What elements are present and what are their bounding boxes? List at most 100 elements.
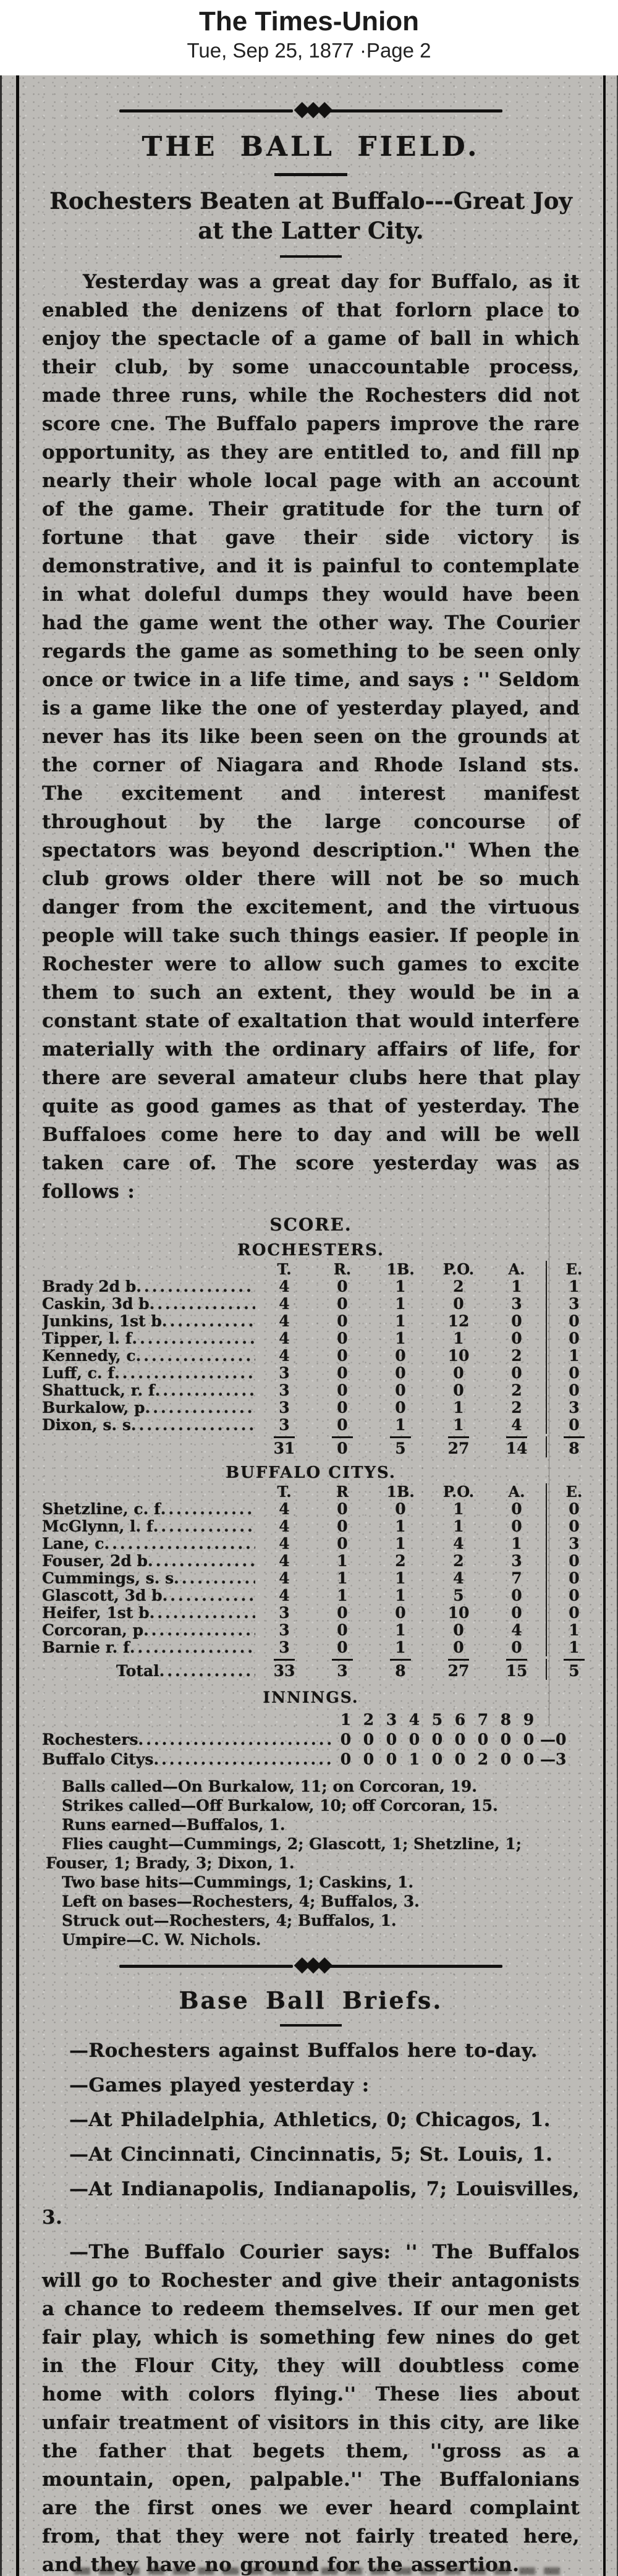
stat-1b: 0: [395, 1381, 406, 1399]
stat-1b: 1: [395, 1312, 406, 1330]
stat-a: 3: [511, 1552, 522, 1570]
stat-e: 0: [546, 1382, 601, 1399]
buffalo-totals-row: Total 33 3 8 27 15 5: [42, 1659, 585, 1680]
stat-1b: 1: [395, 1569, 406, 1587]
briefs-heading: Base Ball Briefs.: [179, 1986, 443, 2014]
stat-t: 3: [279, 1604, 290, 1622]
col-a: A.: [508, 1483, 525, 1501]
stat-a: 3: [511, 1295, 522, 1313]
total-1b: 8: [390, 1659, 411, 1680]
stat-e: 3: [546, 1399, 601, 1417]
stat-t: 3: [279, 1621, 290, 1639]
total-a: 14: [506, 1436, 528, 1457]
stat-t: 4: [279, 1347, 290, 1365]
table-row: Dixon, s. s 3 0 1 1 4 0: [42, 1417, 580, 1434]
dot-leader: [143, 1622, 255, 1639]
player-name: Brady 2d b: [42, 1278, 137, 1295]
stat-r: 0: [337, 1621, 348, 1639]
total-label: Total: [116, 1663, 159, 1680]
page-edge-right: [617, 75, 618, 2576]
stat-t: 4: [279, 1517, 290, 1535]
rochesters-column-headers: T. R. 1B. P.O. A. E.: [42, 1260, 582, 1278]
stat-a: 4: [511, 1621, 522, 1639]
player-name: Caskin, 3d b: [42, 1295, 150, 1313]
col-1b: 1B.: [386, 1260, 415, 1278]
stat-1b: 2: [395, 1552, 406, 1570]
player-name: Cummings, s. s: [42, 1570, 174, 1587]
stat-po: 1: [453, 1517, 464, 1535]
stat-po: 0: [453, 1381, 464, 1399]
game-notes: Balls called—On Burkalow, 11; on Corcora…: [46, 1777, 580, 1949]
brief-item: —The Buffalo Courier says: '' The Buffal…: [42, 2241, 580, 2576]
stat-a: 0: [511, 1364, 522, 1382]
table-row: Barnie r. f 3 0 1 0 0 1: [42, 1639, 580, 1656]
col-1b: 1B.: [386, 1483, 415, 1501]
stat-a: 1: [511, 1277, 522, 1295]
table-row: Brady 2d b 4 0 1 2 1 1: [42, 1278, 580, 1295]
stat-r: 0: [337, 1416, 348, 1434]
innings-row-buffalo: Buffalo Citys 0 0 0 1 0 0 2 0 0 —3: [42, 1750, 580, 1769]
table-row: Tipper, l. f 4 0 1 1 0 0: [42, 1330, 580, 1347]
dot-leader: [138, 1730, 334, 1750]
brief-item: —Games played yesterday :: [69, 2074, 370, 2096]
stat-r: 0: [337, 1347, 348, 1365]
stat-t: 3: [279, 1381, 290, 1399]
total-r: 0: [332, 1436, 353, 1457]
total-t: 33: [273, 1659, 295, 1680]
rochesters-table-title: ROCHESTERS.: [237, 1241, 384, 1260]
table-row: Fouser, 2d b 4 1 2 2 3 0: [42, 1553, 580, 1570]
stat-r: 0: [337, 1517, 348, 1535]
game-note-line: Runs earned—Buffalos, 1.: [62, 1816, 286, 1834]
total-r: 3: [332, 1659, 353, 1680]
table-row: McGlynn, l. f 4 0 1 1 0 0: [42, 1518, 580, 1535]
stat-t: 4: [279, 1295, 290, 1313]
dot-leader: [174, 1570, 255, 1587]
total-e: 8: [564, 1436, 585, 1457]
article-body: Yesterday was a great day for Buffalo, a…: [42, 271, 580, 1203]
dot-leader: [136, 1347, 255, 1365]
newspaper-clipping: ◆◆◆ THE BALL FIELD. Rochesters Beaten at…: [0, 75, 618, 2576]
stat-po: 10: [447, 1604, 470, 1622]
innings-numbers-row: 1 2 3 4 5 6 7 8 9: [340, 1711, 535, 1729]
table-row: Cummings, s. s 4 1 1 4 7 0: [42, 1570, 580, 1587]
player-name: Lane, c: [42, 1535, 104, 1553]
dot-leader: [155, 1382, 255, 1399]
stat-e: 3: [546, 1535, 601, 1553]
table-row: Kennedy, c 4 0 0 10 2 1: [42, 1347, 580, 1365]
article-subhead: Rochesters Beaten at Buffalo---Great Joy…: [49, 187, 572, 244]
dot-leader: [114, 1365, 255, 1382]
stat-e: 3: [546, 1295, 601, 1313]
game-note-line: Balls called—On Burkalow, 11; on Corcora…: [62, 1777, 477, 1795]
stat-po: 4: [453, 1569, 464, 1587]
stat-a: 7: [511, 1569, 522, 1587]
stat-po: 1: [453, 1416, 464, 1434]
stat-po: 5: [453, 1587, 464, 1604]
stat-t: 4: [279, 1312, 290, 1330]
newspaper-title: The Times-Union: [198, 6, 420, 36]
dot-leader: [162, 1313, 255, 1330]
player-name: Fouser, 2d b: [42, 1553, 148, 1570]
player-name: Shetzline, c. f: [42, 1501, 161, 1518]
stat-po: 4: [453, 1535, 464, 1553]
diamond-divider-icon: ◆◆◆: [294, 1952, 333, 1976]
stat-1b: 1: [395, 1329, 406, 1347]
col-r: R: [336, 1483, 349, 1501]
stat-po: 1: [453, 1329, 464, 1347]
dot-leader: [163, 1587, 255, 1604]
stat-a: 0: [511, 1638, 522, 1656]
runs-total: 3: [556, 1750, 567, 1768]
stat-r: 0: [337, 1312, 348, 1330]
stat-1b: 1: [395, 1295, 406, 1313]
col-t: T.: [277, 1483, 292, 1501]
stat-e: 0: [546, 1501, 601, 1518]
game-note-line: Umpire—C. W. Nichols.: [62, 1931, 261, 1949]
table-row: Caskin, 3d b 4 0 1 0 3 3: [42, 1295, 580, 1313]
stat-r: 0: [337, 1295, 348, 1313]
dot-leader: [153, 1750, 334, 1769]
table-row: Junkins, 1st b 4 0 1 12 0 0: [42, 1313, 580, 1330]
col-po: P.O.: [442, 1483, 475, 1501]
stat-t: 4: [279, 1552, 290, 1570]
dot-leader: [131, 1417, 255, 1434]
stat-e: 1: [546, 1347, 601, 1365]
stat-e: 0: [546, 1570, 601, 1587]
